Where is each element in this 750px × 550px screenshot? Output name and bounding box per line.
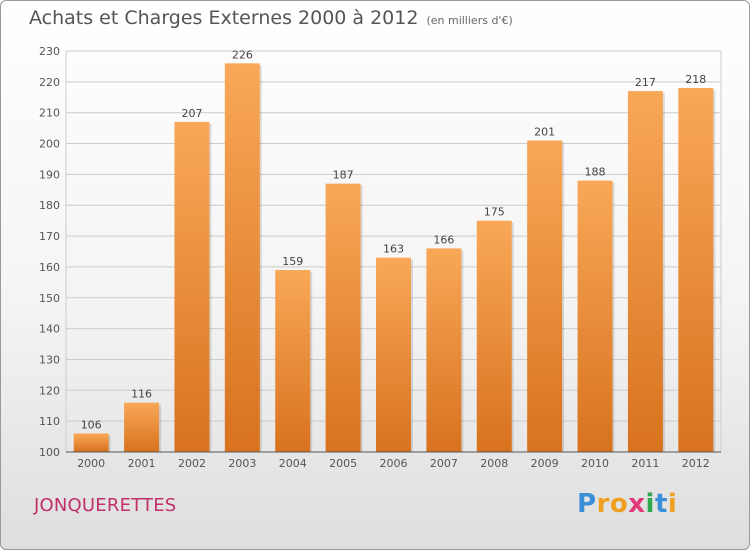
label-layer: 106 116 207 226 159 187 163 166 175 201 188 217 218 [81, 48, 707, 431]
data-label: 201 [534, 125, 555, 138]
x-tick-label: 2010 [581, 457, 609, 470]
y-tick-label: 210 [39, 107, 60, 120]
chart-subtitle: (en milliers d'€) [426, 14, 513, 27]
data-label: 187 [333, 169, 354, 182]
bar [527, 140, 563, 452]
bar [577, 180, 613, 453]
data-label: 166 [433, 233, 454, 246]
y-tick-label: 230 [39, 45, 60, 58]
bar [124, 402, 160, 452]
chart-title: Achats et Charges Externes 2000 à 2012 (e… [29, 7, 513, 29]
x-tick-label: 2000 [77, 457, 105, 470]
axis-layer: 100 110 120 130 140 150 160 170 180 190 200 210 220 2… [39, 45, 721, 470]
y-tick-label: 140 [39, 323, 60, 336]
data-label: 188 [585, 166, 606, 179]
x-tick-label: 2008 [480, 457, 508, 470]
bar [73, 433, 109, 452]
proxiti-logo: Proxiti [577, 489, 677, 519]
logo-letter: r [596, 489, 610, 519]
data-label: 175 [484, 206, 505, 219]
x-tick-label: 2006 [380, 457, 408, 470]
y-tick-label: 180 [39, 199, 60, 212]
logo-letter: o [609, 489, 629, 519]
logo-letter: x [628, 489, 646, 519]
y-tick-label: 200 [39, 138, 60, 151]
data-label: 217 [635, 76, 656, 89]
y-tick-label: 160 [39, 261, 60, 274]
data-label: 106 [81, 418, 102, 431]
x-tick-label: 2003 [228, 457, 256, 470]
bar [627, 91, 663, 452]
x-tick-label: 2011 [631, 457, 659, 470]
data-label: 218 [685, 73, 706, 86]
bar [174, 121, 210, 452]
y-tick-label: 130 [39, 353, 60, 366]
y-tick-label: 170 [39, 230, 60, 243]
bar [376, 257, 411, 452]
y-tick-label: 120 [39, 384, 60, 397]
place-name: JONQUERETTES [34, 495, 177, 516]
data-label: 226 [232, 48, 253, 61]
logo-letter: i [667, 489, 678, 519]
logo-letter: t [654, 489, 668, 519]
x-tick-label: 2002 [178, 457, 206, 470]
title-text: Achats et Charges Externes 2000 à 2012 [29, 7, 419, 29]
bar [426, 248, 462, 452]
data-label: 163 [383, 243, 404, 256]
bar [275, 270, 311, 452]
logo-letter: i [645, 489, 655, 519]
bar [325, 183, 361, 452]
data-label: 159 [282, 255, 303, 268]
data-label: 116 [131, 388, 152, 401]
bar-layer [73, 63, 716, 453]
y-tick-label: 100 [39, 446, 60, 459]
logo-letter: P [577, 489, 597, 519]
y-tick-label: 220 [39, 76, 60, 89]
x-tick-label: 2005 [329, 457, 357, 470]
y-tick-label: 190 [39, 168, 60, 181]
x-tick-label: 2004 [279, 457, 307, 470]
data-label: 207 [181, 107, 202, 120]
y-tick-label: 110 [39, 415, 60, 428]
bar [678, 88, 714, 452]
x-tick-label: 2012 [682, 457, 710, 470]
x-tick-label: 2007 [430, 457, 458, 470]
bar [224, 63, 260, 452]
x-tick-label: 2001 [128, 457, 156, 470]
bar [476, 220, 512, 452]
y-tick-label: 150 [39, 292, 60, 305]
x-tick-label: 2009 [531, 457, 559, 470]
